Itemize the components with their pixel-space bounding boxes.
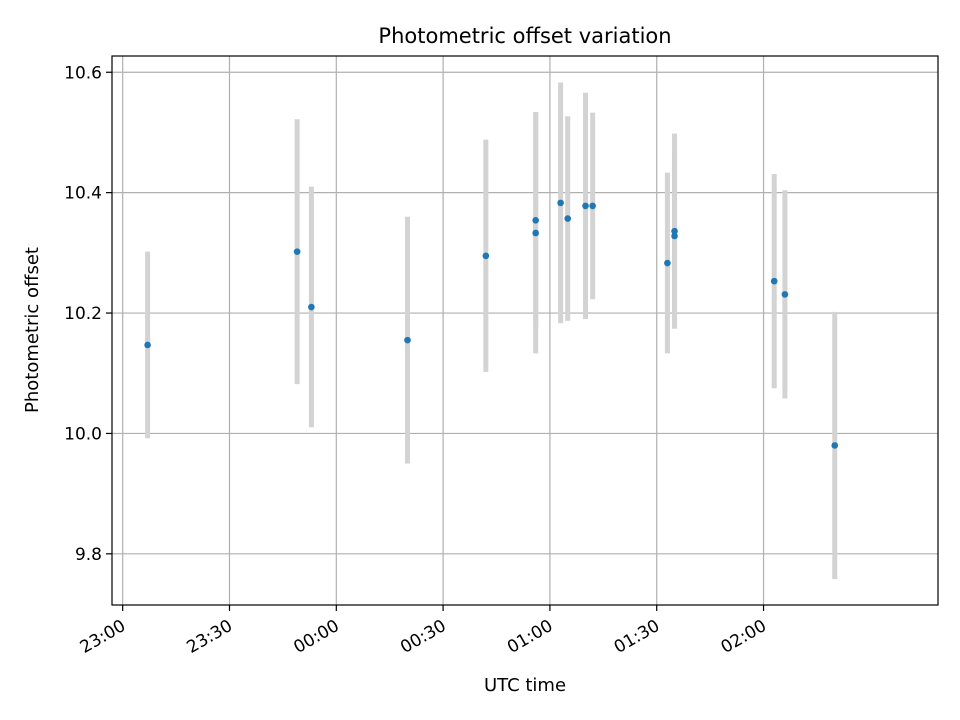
data-point xyxy=(671,232,678,240)
data-point xyxy=(532,229,539,237)
data-point xyxy=(557,199,564,207)
data-point xyxy=(770,277,778,285)
y-tick-label: 10.6 xyxy=(64,63,102,83)
y-tick-label: 10.4 xyxy=(64,184,102,204)
y-tick-label: 10.2 xyxy=(64,304,102,324)
grid xyxy=(112,56,938,605)
data-point xyxy=(564,215,572,222)
data-point xyxy=(781,291,789,298)
data-points xyxy=(144,199,839,449)
x-axis-label: UTC time xyxy=(484,675,566,696)
data-point xyxy=(532,217,539,224)
data-point xyxy=(664,259,671,267)
data-point xyxy=(482,252,490,260)
data-point xyxy=(671,227,678,235)
y-tick-label: 10.0 xyxy=(64,424,102,444)
data-point xyxy=(404,336,411,344)
data-point xyxy=(582,202,589,210)
data-point xyxy=(831,442,839,449)
data-point xyxy=(308,303,315,311)
y-axis-label: Photometric offset xyxy=(22,247,43,413)
data-point xyxy=(144,341,151,349)
chart-title: Photometric offset variation xyxy=(378,24,671,48)
data-point xyxy=(589,202,596,210)
data-point xyxy=(293,248,301,255)
y-tick-label: 9.8 xyxy=(75,545,102,565)
y-axis-ticks: 9.8 10.0 10.2 10.4 10.6 xyxy=(64,63,112,565)
plot-frame xyxy=(111,55,939,606)
